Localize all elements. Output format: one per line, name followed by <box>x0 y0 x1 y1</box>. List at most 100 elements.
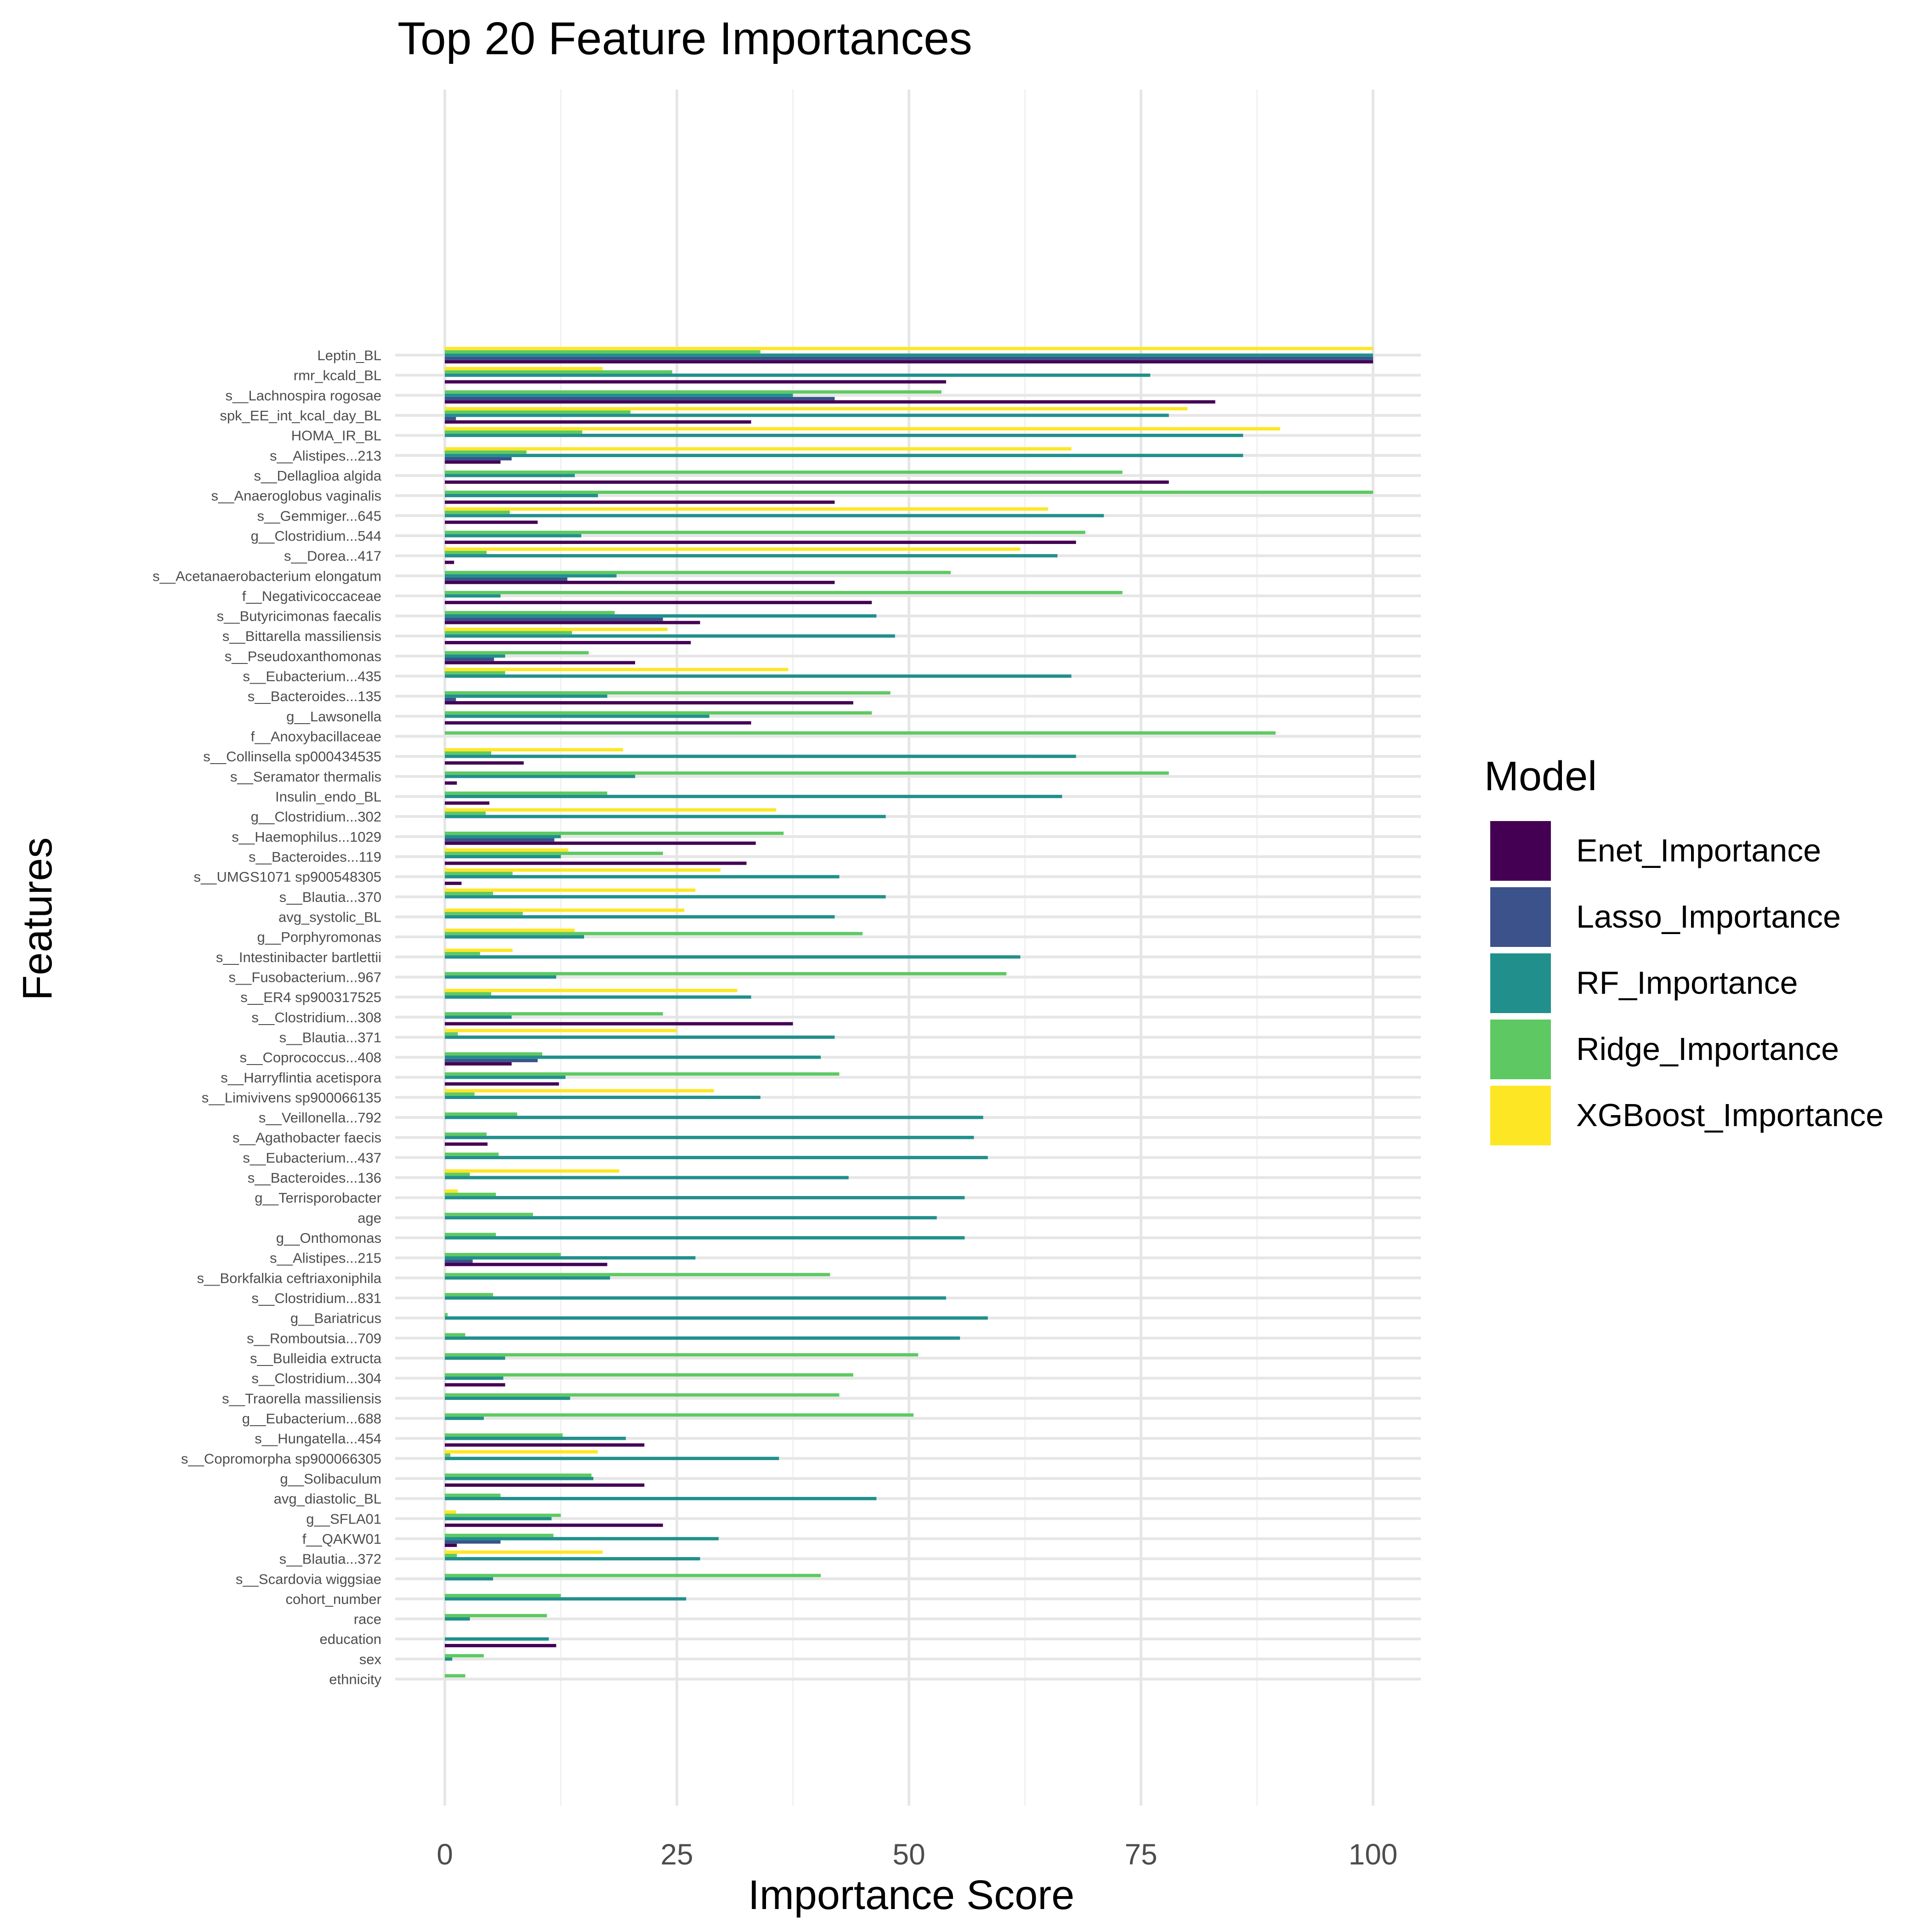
bar-rf-importance <box>445 714 710 718</box>
bar-xgboost-importance <box>445 1550 603 1554</box>
y-tick-label: s__Fusobacterium...967 <box>228 969 381 985</box>
y-tick-label: s__Bittarella massiliensis <box>222 628 381 644</box>
bar-enet-importance <box>445 721 751 725</box>
bar-ridge-importance <box>445 851 663 855</box>
bar-rf-importance <box>445 374 1151 377</box>
y-tick-label: g__Clostridium...302 <box>251 809 381 825</box>
legend-label: Enet_Importance <box>1576 833 1821 868</box>
bar-enet-importance <box>445 841 756 845</box>
y-tick-label: s__Borkfalkia ceftriaxoniphila <box>197 1270 382 1286</box>
bar-enet-importance <box>445 420 751 424</box>
y-tick-label: s__Hungatella...454 <box>255 1431 381 1447</box>
bar-enet-importance <box>445 641 691 645</box>
bar-lasso-importance <box>445 657 494 661</box>
bar-xgboost-importance <box>445 447 1072 451</box>
y-axis-title: Features <box>15 837 61 1000</box>
bar-rf-importance <box>445 1276 610 1280</box>
bar-rf-importance <box>445 1095 761 1099</box>
y-tick-label: s__Intestinibacter bartlettii <box>216 949 381 965</box>
bar-ridge-importance <box>445 1233 496 1236</box>
bar-xgboost-importance <box>445 1510 456 1514</box>
y-tick-label: spk_EE_int_kcal_day_BL <box>220 408 381 424</box>
y-tick-label: Leptin_BL <box>317 347 381 363</box>
bar-ridge-importance <box>445 711 872 715</box>
y-tick-label: s__Clostridium...304 <box>251 1371 381 1387</box>
legend-label: RF_Importance <box>1576 965 1798 1001</box>
bar-ridge-importance <box>445 892 494 895</box>
y-tick-label: s__Dellaglioa algida <box>254 468 382 484</box>
x-tick-label: 25 <box>660 1838 693 1871</box>
bar-rf-importance <box>445 534 581 538</box>
bar-ridge-importance <box>445 510 510 514</box>
bar-xgboost-importance <box>445 347 1373 351</box>
bar-enet-importance <box>445 1644 556 1648</box>
x-tick-label: 0 <box>437 1838 453 1871</box>
bar-ridge-importance <box>445 671 505 674</box>
bar-lasso-importance <box>445 838 555 842</box>
legend-key-lasso-importance <box>1490 887 1551 947</box>
bar-rf-importance <box>445 1256 696 1260</box>
y-tick-label: ethnicity <box>329 1671 381 1688</box>
bar-enet-importance <box>445 380 946 384</box>
bar-ridge-importance <box>445 1654 484 1658</box>
bar-enet-importance <box>445 521 538 524</box>
y-tick-label: g__Onthomonas <box>276 1230 381 1246</box>
bar-rf-importance <box>445 514 1104 517</box>
legend-key-rf-importance <box>1490 953 1551 1013</box>
bars-layer <box>445 347 1373 1677</box>
y-tick-label: s__Clostridium...308 <box>251 1009 381 1025</box>
bar-rf-importance <box>445 1116 983 1119</box>
bar-xgboost-importance <box>445 1029 677 1032</box>
y-tick-label: Insulin_endo_BL <box>275 789 381 805</box>
bar-enet-importance <box>445 801 489 805</box>
bar-ridge-importance <box>445 1393 840 1397</box>
y-tick-label: s__Copromorpha sp900066305 <box>181 1450 381 1467</box>
bar-ridge-importance <box>445 1173 470 1176</box>
bar-rf-importance <box>445 674 1072 678</box>
bar-rf-importance <box>445 1456 779 1460</box>
x-tick-label: 75 <box>1124 1838 1157 1871</box>
bar-rf-importance <box>445 1537 719 1541</box>
y-tick-label: s__Harryflintia acetispora <box>221 1070 382 1086</box>
bar-rf-importance <box>445 995 751 999</box>
bar-ridge-importance <box>445 1473 592 1477</box>
bar-rf-importance <box>445 855 561 859</box>
x-tick-label: 100 <box>1349 1838 1398 1871</box>
bar-enet-importance <box>445 1483 645 1487</box>
y-tick-label: s__UMGS1071 sp900548305 <box>194 869 381 885</box>
bar-xgboost-importance <box>445 1169 619 1173</box>
y-tick-label: s__Bacteroides...136 <box>248 1170 381 1186</box>
bar-ridge-importance <box>445 1012 663 1016</box>
x-axis-title: Importance Score <box>748 1872 1074 1918</box>
bar-enet-importance <box>445 561 454 564</box>
bar-enet-importance <box>445 621 700 624</box>
bar-xgboost-importance <box>445 628 668 631</box>
bar-rf-importance <box>445 1637 549 1641</box>
bar-ridge-importance <box>445 1534 554 1537</box>
bar-rf-importance <box>445 1236 965 1240</box>
bar-ridge-importance <box>445 1493 501 1497</box>
legend-key-enet-importance <box>1490 821 1551 881</box>
bar-xgboost-importance <box>445 367 603 370</box>
chart-title: Top 20 Feature Importances <box>397 13 972 64</box>
bar-xgboost-importance <box>445 929 575 932</box>
bar-rf-importance <box>445 654 505 658</box>
bar-ridge-importance <box>445 390 942 394</box>
bar-rf-importance <box>445 955 1021 959</box>
bar-lasso-importance <box>445 1059 538 1062</box>
y-tick-label: f__QAKW01 <box>302 1531 381 1547</box>
bar-rf-importance <box>445 1196 965 1200</box>
bar-enet-importance <box>445 601 872 604</box>
bar-ridge-importance <box>445 1052 543 1056</box>
bar-ridge-importance <box>445 1674 465 1677</box>
bar-rf-importance <box>445 1557 700 1561</box>
y-tick-label: age <box>358 1210 381 1226</box>
bar-enet-importance <box>445 500 835 504</box>
bar-enet-importance <box>445 1142 488 1146</box>
bar-rf-importance <box>445 1377 504 1380</box>
y-tick-label: s__Dorea...417 <box>284 548 381 564</box>
bar-ridge-importance <box>445 1453 451 1457</box>
bar-ridge-importance <box>445 992 491 996</box>
bar-rf-importance <box>445 393 793 397</box>
